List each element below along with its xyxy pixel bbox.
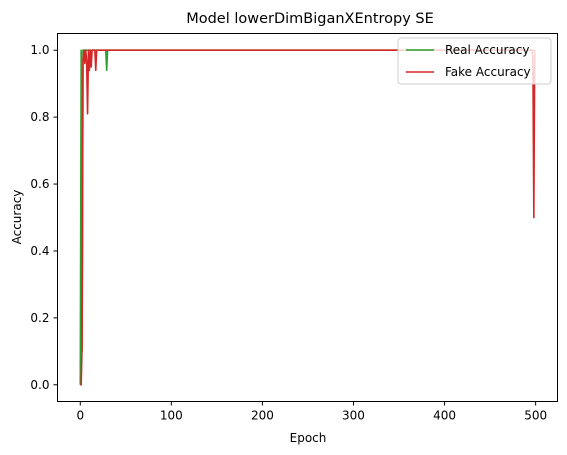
plot-frame: [57, 33, 558, 402]
x-tick-label: 200: [251, 409, 274, 423]
y-axis: 0.0 0.2 0.4 0.6 0.8 1.0: [30, 43, 58, 392]
x-axis-title: Epoch: [290, 431, 327, 445]
y-tick-label: 0.8: [30, 110, 49, 124]
legend-label: Fake Accuracy: [445, 65, 531, 79]
x-tick-label: 300: [342, 409, 365, 423]
y-tick-label: 0.2: [30, 311, 49, 325]
x-axis: 0 100 200 300 400 500: [76, 401, 547, 423]
legend-box: [397, 37, 552, 85]
x-tick-label: 100: [160, 409, 183, 423]
series-line-real-accuracy: [79, 49, 535, 385]
legend: Real Accuracy Fake Accuracy: [397, 37, 552, 85]
series-line-fake-accuracy: [80, 49, 536, 386]
y-tick-label: 1.0: [30, 43, 49, 57]
y-tick-label: 0.6: [30, 177, 49, 191]
plot-area: [79, 49, 536, 386]
chart-title: Model lowerDimBiganXEntropy SE: [186, 11, 434, 27]
y-axis-title: Accuracy: [10, 190, 24, 245]
y-tick-label: 0.4: [30, 244, 49, 258]
x-tick-label: 500: [524, 409, 547, 423]
legend-label: Real Accuracy: [445, 43, 529, 57]
x-tick-label: 0: [76, 409, 84, 423]
y-tick-label: 0.0: [30, 378, 49, 392]
x-tick-label: 400: [433, 409, 456, 423]
